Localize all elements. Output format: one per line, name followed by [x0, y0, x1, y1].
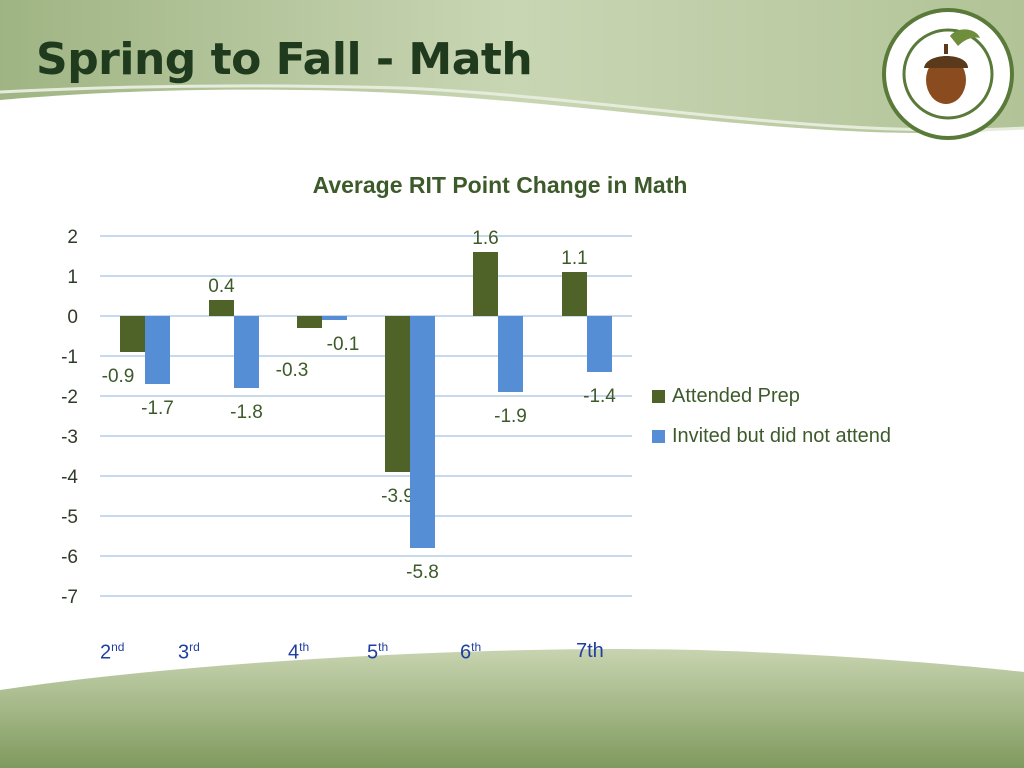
data-label: -1.7: [141, 398, 174, 419]
bar-invited-6th: [498, 316, 523, 392]
data-label: -5.8: [406, 562, 439, 583]
bar-attended-3rd: [209, 300, 234, 316]
x-category-label: 2nd: [100, 640, 125, 664]
legend-swatch-attended: [652, 389, 665, 403]
legend-label-invited: Invited but did not attend: [672, 424, 892, 447]
data-label: 1.1: [561, 248, 587, 269]
bar-attended-7th: [562, 272, 587, 316]
legend-item-invited: Invited but did not attend: [652, 416, 891, 456]
data-label: -1.8: [230, 402, 263, 423]
data-label: -0.1: [327, 334, 360, 355]
acorn-icon: [924, 29, 980, 104]
chart-title: Average RIT Point Change in Math: [312, 172, 688, 198]
bar-attended-6th: [473, 252, 498, 316]
bar-invited-7th: [587, 316, 612, 372]
y-tick-label: -3: [61, 427, 78, 448]
bar-attended-5th: [385, 316, 410, 472]
y-tick-label: -5: [61, 507, 78, 528]
bar-invited-2nd: [145, 316, 170, 384]
legend-item-attended: Attended Prep: [652, 376, 891, 416]
data-label: -0.3: [276, 360, 309, 381]
y-tick-label: -4: [61, 467, 78, 488]
data-label: -0.9: [102, 366, 135, 387]
school-logo: [882, 8, 1014, 140]
bar-invited-4th: [322, 316, 347, 320]
y-tick-label: -6: [61, 547, 78, 568]
chart-legend: Attended Prep Invited but did not attend: [652, 376, 891, 456]
data-label: -1.4: [583, 386, 616, 407]
y-tick-label: -1: [61, 347, 78, 368]
data-label: -3.9: [381, 486, 414, 507]
y-tick-label: 1: [67, 267, 78, 288]
data-label: 1.6: [472, 228, 498, 249]
bar-attended-2nd: [120, 316, 145, 352]
y-tick-label: 2: [67, 227, 78, 248]
data-label: 0.4: [208, 276, 235, 297]
legend-swatch-invited: [652, 429, 665, 443]
bar-invited-3rd: [234, 316, 259, 388]
x-category-label: 6th: [460, 640, 482, 664]
x-category-label: 5th: [367, 640, 389, 664]
x-category-label: 3rd: [178, 640, 200, 664]
y-tick-label: -7: [61, 587, 78, 608]
bar-invited-5th: [410, 316, 435, 548]
x-category-label: 4th: [288, 640, 310, 664]
x-category-label: 7th: [576, 640, 604, 662]
y-tick-label: 0: [67, 307, 78, 328]
legend-label-attended: Attended Prep: [672, 384, 800, 407]
data-label: -1.9: [494, 406, 527, 427]
y-tick-label: -2: [61, 387, 78, 408]
bar-attended-4th: [297, 316, 322, 328]
slide-title: Spring to Fall - Math: [36, 34, 533, 85]
